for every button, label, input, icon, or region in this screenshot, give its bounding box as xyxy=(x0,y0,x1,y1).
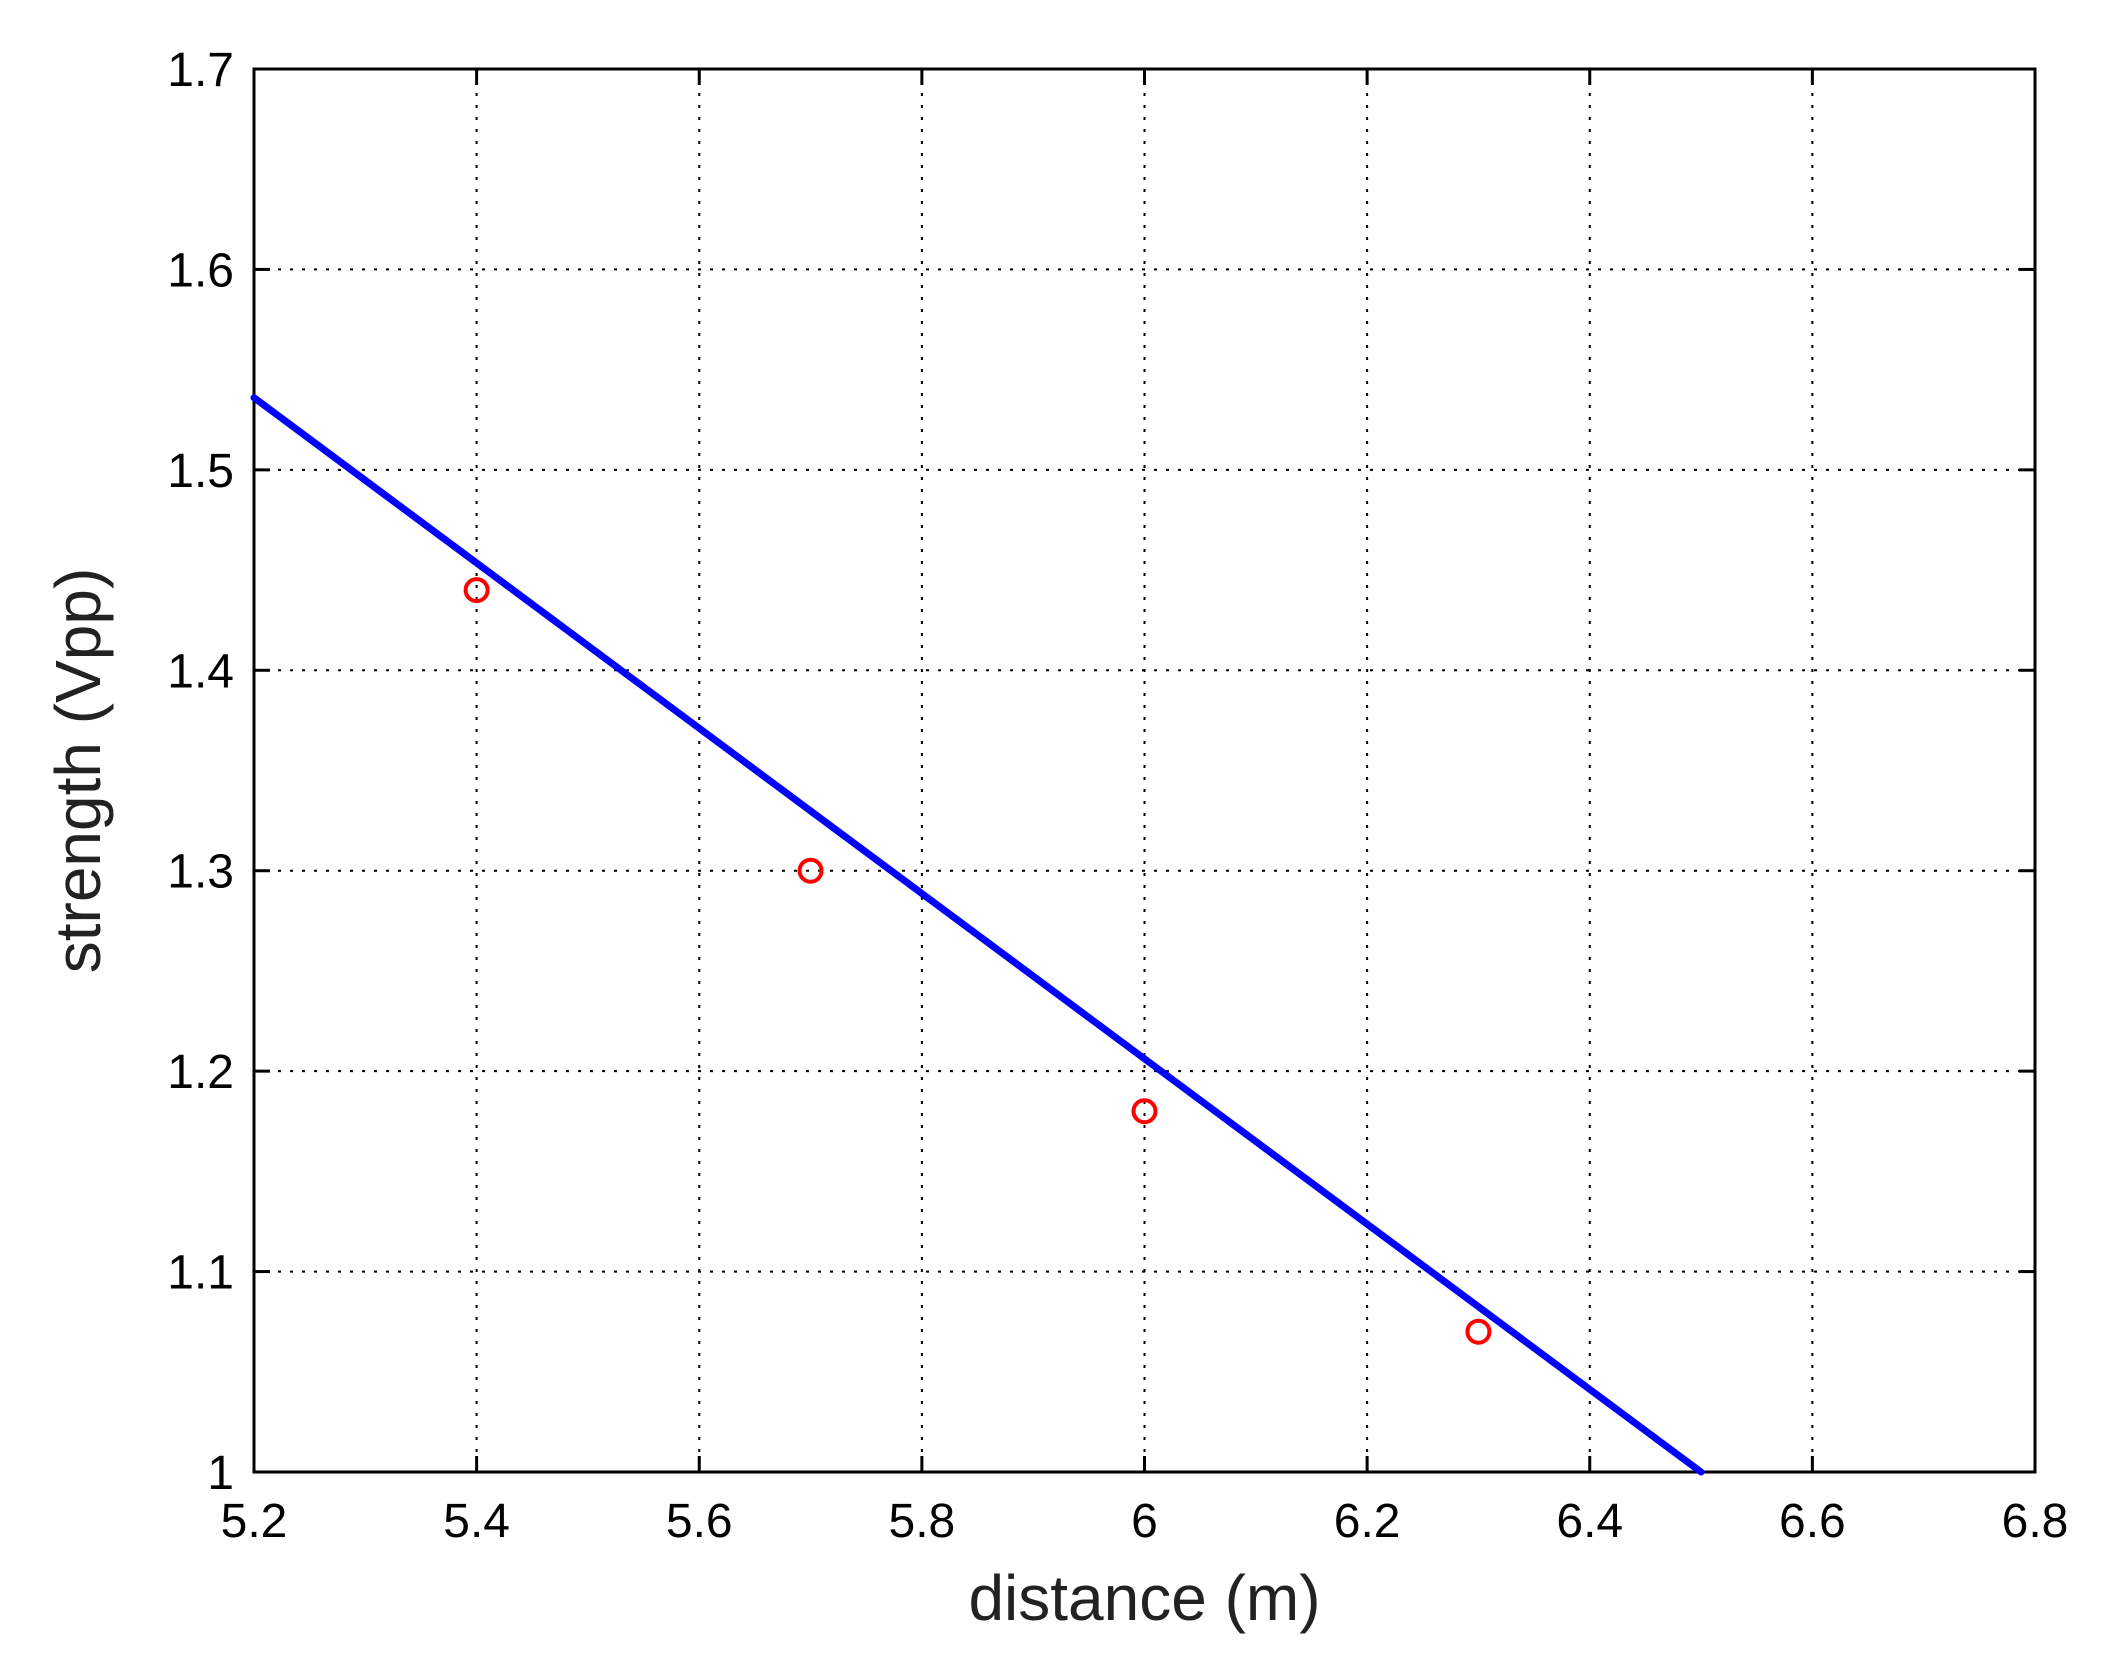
series-layer xyxy=(250,394,1705,1476)
data-point-marker xyxy=(463,577,490,604)
x-tick-label: 5.2 xyxy=(221,1495,288,1548)
y-tick-labels: 1 1.1 1.2 1.3 1.4 1.5 1.6 1.7 xyxy=(167,44,234,1500)
x-tick-label: 6.4 xyxy=(1556,1495,1623,1548)
x-tick-label: 5.4 xyxy=(443,1495,510,1548)
y-tick-label: 1.5 xyxy=(167,445,234,498)
data-point-marker xyxy=(1465,1318,1492,1345)
axis-ticks xyxy=(252,67,2037,1474)
fit-line xyxy=(250,394,1705,1476)
x-tick-label: 6.2 xyxy=(1334,1495,1401,1548)
x-tick-label: 5.8 xyxy=(889,1495,956,1548)
x-tick-label: 5.6 xyxy=(666,1495,733,1548)
y-tick-label: 1.3 xyxy=(167,846,234,899)
x-tick-label: 6.8 xyxy=(2002,1495,2069,1548)
x-axis-label: distance (m) xyxy=(968,1562,1320,1634)
y-tick-label: 1.7 xyxy=(167,44,234,97)
x-tick-label: 6.6 xyxy=(1779,1495,1846,1548)
grid xyxy=(254,69,2035,1472)
y-tick-label: 1.4 xyxy=(167,645,234,698)
y-axis-label: strength (Vpp) xyxy=(42,568,114,974)
x-tick-label: 6 xyxy=(1131,1495,1158,1548)
y-tick-label: 1.2 xyxy=(167,1046,234,1099)
data-point-marker xyxy=(1131,1098,1158,1125)
y-tick-label: 1.1 xyxy=(167,1247,234,1300)
y-tick-label: 1 xyxy=(207,1447,234,1500)
data-point-marker xyxy=(797,857,824,884)
y-tick-label: 1.6 xyxy=(167,244,234,297)
x-tick-labels: 5.2 5.4 5.6 5.8 6 6.2 6.4 6.6 6.8 xyxy=(221,1495,2069,1548)
